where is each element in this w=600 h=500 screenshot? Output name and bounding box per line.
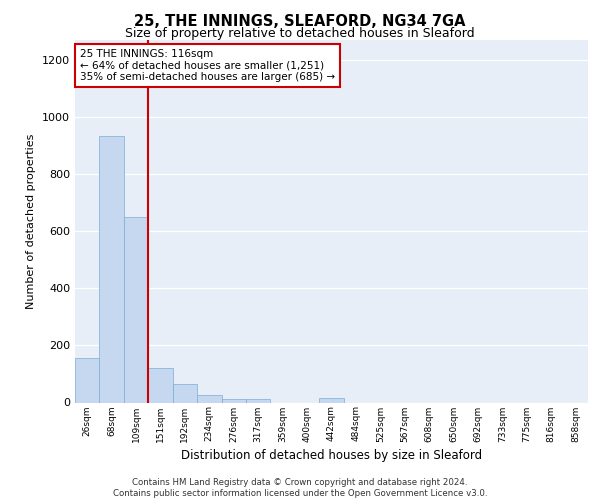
Text: Size of property relative to detached houses in Sleaford: Size of property relative to detached ho… — [125, 28, 475, 40]
Bar — [100, 136, 124, 402]
X-axis label: Distribution of detached houses by size in Sleaford: Distribution of detached houses by size … — [181, 448, 482, 462]
Bar — [221, 399, 246, 402]
Bar — [197, 394, 221, 402]
Bar — [173, 384, 197, 402]
Bar — [246, 399, 271, 402]
Text: Contains HM Land Registry data © Crown copyright and database right 2024.
Contai: Contains HM Land Registry data © Crown c… — [113, 478, 487, 498]
Y-axis label: Number of detached properties: Number of detached properties — [26, 134, 37, 309]
Bar — [75, 358, 100, 403]
Bar — [148, 368, 173, 402]
Text: 25 THE INNINGS: 116sqm
← 64% of detached houses are smaller (1,251)
35% of semi-: 25 THE INNINGS: 116sqm ← 64% of detached… — [80, 49, 335, 82]
Text: 25, THE INNINGS, SLEAFORD, NG34 7GA: 25, THE INNINGS, SLEAFORD, NG34 7GA — [134, 14, 466, 29]
Bar — [124, 217, 148, 402]
Bar — [319, 398, 344, 402]
